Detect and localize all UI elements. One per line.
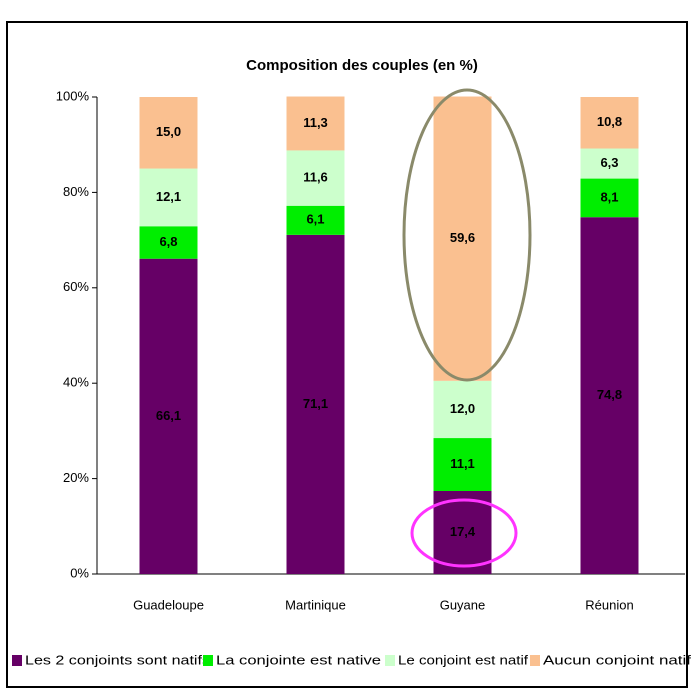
value-label: 6,8 — [159, 234, 177, 249]
y-tick-label: 40% — [63, 375, 89, 390]
y-tick-label: 100% — [56, 88, 90, 103]
highlight-ellipse — [402, 88, 532, 382]
value-label: 59,6 — [450, 230, 475, 245]
x-tick-label: Réunion — [585, 597, 633, 612]
bar-segment — [139, 168, 198, 227]
y-tick-label: 60% — [63, 279, 89, 294]
bar-segment — [580, 148, 639, 179]
value-label: 74,8 — [597, 387, 622, 402]
legend-swatch — [530, 655, 540, 666]
value-label: 66,1 — [156, 408, 181, 423]
value-label: 11,6 — [303, 170, 328, 185]
plot: 0% 20% 40% 60% 80% 100% Guadeloupe 66,1 6,8 12,1 1… — [12, 88, 692, 667]
bar-segment — [286, 150, 345, 206]
value-label: 12,1 — [156, 189, 181, 204]
chart-title: Composition des couples (en %) — [246, 57, 478, 74]
bar-segment — [433, 380, 492, 439]
highlight-ellipse — [410, 498, 518, 568]
bar-segment — [580, 178, 639, 218]
x-tick-label: Martinique — [285, 597, 346, 612]
bar-segment — [286, 205, 345, 235]
bar-segment — [139, 258, 198, 574]
bar-segment — [139, 226, 198, 259]
value-label: 10,8 — [597, 114, 622, 129]
y-tick-label: 20% — [63, 470, 89, 485]
y-tick-label: 80% — [63, 184, 89, 199]
value-label: 8,1 — [600, 189, 618, 204]
value-label: 6,1 — [306, 212, 324, 227]
legend-swatch — [385, 655, 395, 666]
legend-label: Le conjoint est natif — [398, 652, 528, 667]
bar-segment — [580, 97, 639, 149]
bar-segment — [286, 234, 345, 574]
value-label: 11,3 — [303, 115, 328, 130]
value-label: 6,3 — [600, 155, 618, 170]
x-tick-label: Guadeloupe — [133, 597, 204, 612]
legend-label: La conjointe est native — [216, 652, 381, 667]
frame — [6, 21, 688, 688]
legend-swatch — [203, 655, 213, 666]
bar-segment — [580, 217, 639, 575]
x-tick-label: Guyane — [440, 597, 486, 612]
legend-label: Les 2 conjoints sont natifs — [25, 652, 211, 667]
y-tick-label: 0% — [70, 565, 89, 580]
bar-segment — [139, 97, 198, 169]
bar-segment — [433, 96, 492, 381]
value-label: 12,0 — [450, 401, 475, 416]
value-label: 71,1 — [303, 396, 328, 411]
value-label: 17,4 — [450, 524, 476, 539]
bar-segment — [433, 438, 492, 492]
legend-swatch — [12, 655, 22, 666]
value-label: 11,1 — [450, 456, 475, 471]
value-label: 15,0 — [156, 124, 181, 139]
bar-segment — [286, 96, 345, 151]
legend-label: Aucun conjoint natif — [543, 652, 692, 667]
bar-segment — [433, 491, 492, 574]
